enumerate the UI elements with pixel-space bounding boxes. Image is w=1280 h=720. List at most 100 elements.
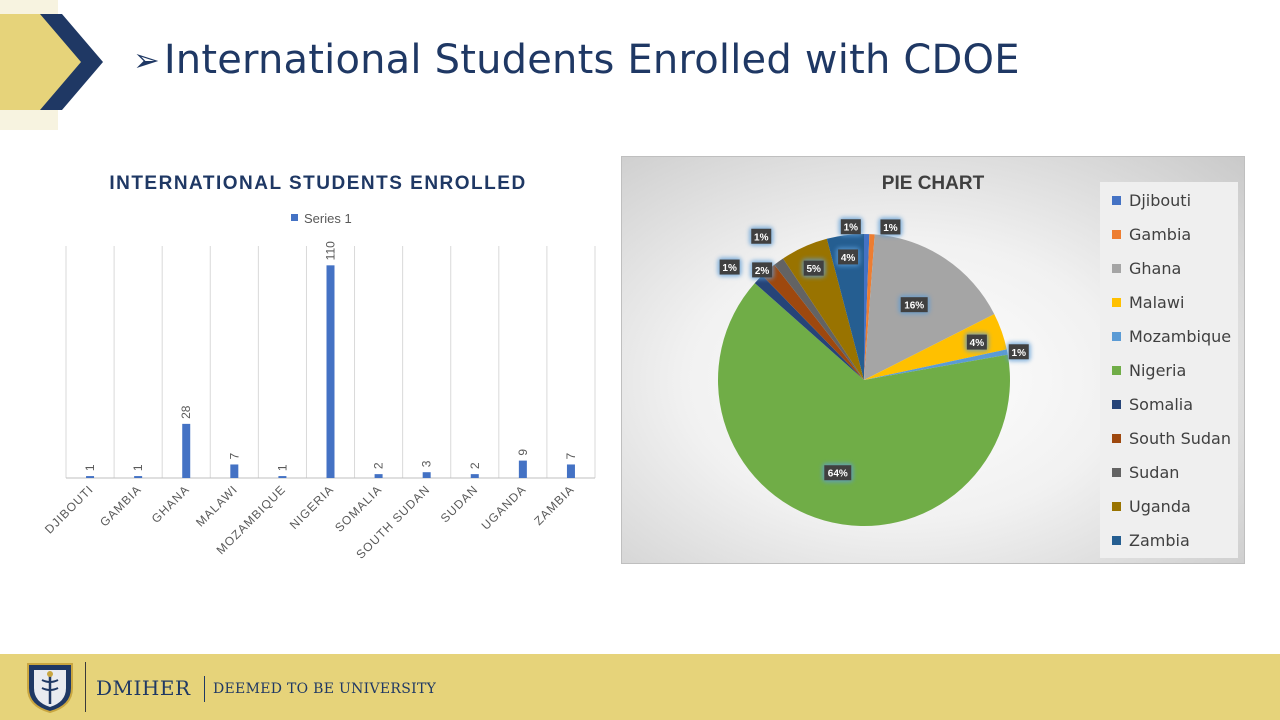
legend-label: Mozambique (1129, 326, 1232, 346)
bar-value-label: 3 (420, 460, 434, 467)
legend-swatch (1112, 501, 1121, 511)
pie-slice-nigeria (718, 283, 1010, 526)
bar-mozambique (278, 476, 287, 478)
bar-value-label: 28 (179, 405, 193, 419)
pie-chart-panel: PIE CHART 1% 1% 16% 4% 1% 64% 1% 2% 1% 5% 4% Djibo… (621, 156, 1245, 564)
bar-legend-label: Series 1 (304, 211, 352, 226)
pie-data-label: 1% (883, 223, 898, 234)
bar-value-label: 1 (275, 464, 289, 471)
legend-swatch (1112, 467, 1121, 477)
bar-ghana (182, 423, 191, 478)
legend-label: Nigeria (1129, 360, 1187, 380)
legend-label: Uganda (1129, 496, 1191, 516)
legend-swatch (1112, 365, 1121, 375)
bar-value-label: 1 (83, 464, 97, 471)
bar-zambia (566, 464, 575, 478)
pie-data-label: 1% (844, 223, 859, 234)
bar-somalia (374, 474, 383, 478)
pie-slice-south-sudan (762, 264, 864, 380)
bar-chart: INTERNATIONAL STUDENTS ENROLLED Series 1… (42, 173, 596, 562)
pie-data-label: 1% (722, 263, 737, 274)
bar-south-sudan (422, 472, 431, 478)
bar-value-label: 9 (516, 449, 530, 456)
pie-data-label: 16% (904, 301, 924, 312)
pie-label-box (880, 219, 901, 235)
slide-title: ➢ International Students Enrolled with C… (133, 30, 1020, 90)
footer-bar: DMIHER DEEMED TO BE UNIVERSITY (0, 654, 1280, 720)
legend-label: Zambia (1129, 530, 1190, 550)
pie-slice-djibouti (864, 234, 870, 380)
legend-swatch (1112, 297, 1121, 307)
legend-item-zambia: Zambia (1112, 530, 1190, 550)
legend-label: Somalia (1129, 394, 1194, 414)
bar-value-label: 7 (564, 452, 578, 459)
legend-label: South Sudan (1129, 428, 1231, 448)
pie-label-box (824, 465, 852, 481)
bar-djibouti (86, 476, 95, 478)
legend-label: Djibouti (1129, 190, 1192, 210)
pie-label-box (719, 259, 740, 275)
pie-data-label: 4% (841, 253, 856, 264)
pie-label-box (803, 260, 824, 276)
legend-item-djibouti: Djibouti (1112, 190, 1191, 210)
title-bullet-icon: ➢ (133, 41, 160, 79)
legend-item-mozambique: Mozambique (1112, 326, 1231, 346)
pie-label-box (751, 228, 772, 244)
pie-label-box (1008, 344, 1029, 360)
slide-title-text: International Students Enrolled with CDO… (163, 37, 1020, 83)
pie-slice-gambia (864, 234, 875, 380)
legend-item-somalia: Somalia (1112, 394, 1193, 414)
pie-slice-mozambique (864, 349, 1008, 380)
footer-divider (85, 662, 86, 712)
pie-data-label: 4% (970, 338, 985, 349)
bar-category-label: UGANDA (479, 482, 529, 532)
pie-data-label: 5% (806, 264, 821, 275)
pie-data-label: 2% (755, 266, 770, 277)
brand-name: DMIHER (96, 676, 191, 700)
legend-swatch (1112, 263, 1121, 273)
university-crest-icon (27, 663, 73, 714)
bar-nigeria (326, 265, 335, 478)
pie-label-box (966, 334, 987, 350)
pie-label-box (840, 219, 861, 235)
bar-category-label: SUDAN (438, 482, 481, 525)
brand-divider (204, 676, 205, 702)
bar-category-label: NIGERIA (287, 482, 337, 532)
legend-swatch (1112, 535, 1121, 545)
legend-swatch (1112, 331, 1121, 341)
pie-chart-title: PIE CHART (882, 173, 985, 194)
bar-category-label: ZAMBIA (531, 482, 577, 528)
pie-label-box (838, 249, 859, 265)
legend-item-south-sudan: South Sudan (1112, 428, 1231, 448)
pie-slice-zambia (826, 234, 864, 380)
bar-chart-title: INTERNATIONAL STUDENTS ENROLLED (109, 173, 526, 194)
legend-swatch (1112, 399, 1121, 409)
pie-data-label: 64% (828, 469, 848, 480)
legend-item-sudan: Sudan (1112, 462, 1179, 482)
legend-swatch (1112, 195, 1121, 205)
bar-category-label: GAMBIA (97, 482, 144, 529)
bar-category-label: DJIBOUTI (42, 482, 96, 536)
pie-legend: Djibouti Gambia Ghana Malawi Mozambique Niger… (1100, 182, 1238, 558)
bar-category-label: MALAWI (193, 482, 240, 529)
brand-subtitle: DEEMED TO BE UNIVERSITY (213, 681, 437, 697)
legend-item-ghana: Ghana (1112, 258, 1181, 278)
bar-value-label: 7 (227, 452, 241, 459)
pie-slice-malawi (864, 314, 1007, 380)
bar-value-label: 110 (324, 241, 338, 260)
pie-label-box (752, 262, 773, 278)
legend-label: Ghana (1129, 258, 1182, 278)
legend-item-nigeria: Nigeria (1112, 360, 1186, 380)
bar-value-label: 2 (372, 462, 386, 469)
pie-data-label: 1% (1012, 348, 1027, 359)
legend-label: Gambia (1129, 224, 1192, 244)
legend-swatch (1112, 229, 1121, 239)
bar-value-label: 2 (468, 462, 482, 469)
bar-value-label: 1 (131, 464, 145, 471)
bar-category-label: GHANA (149, 482, 193, 526)
bar-malawi (230, 464, 239, 478)
pie-slice-sudan (774, 258, 864, 380)
pie-slice-somalia (754, 275, 864, 380)
legend-item-gambia: Gambia (1112, 224, 1191, 244)
legend-label: Malawi (1129, 292, 1185, 312)
